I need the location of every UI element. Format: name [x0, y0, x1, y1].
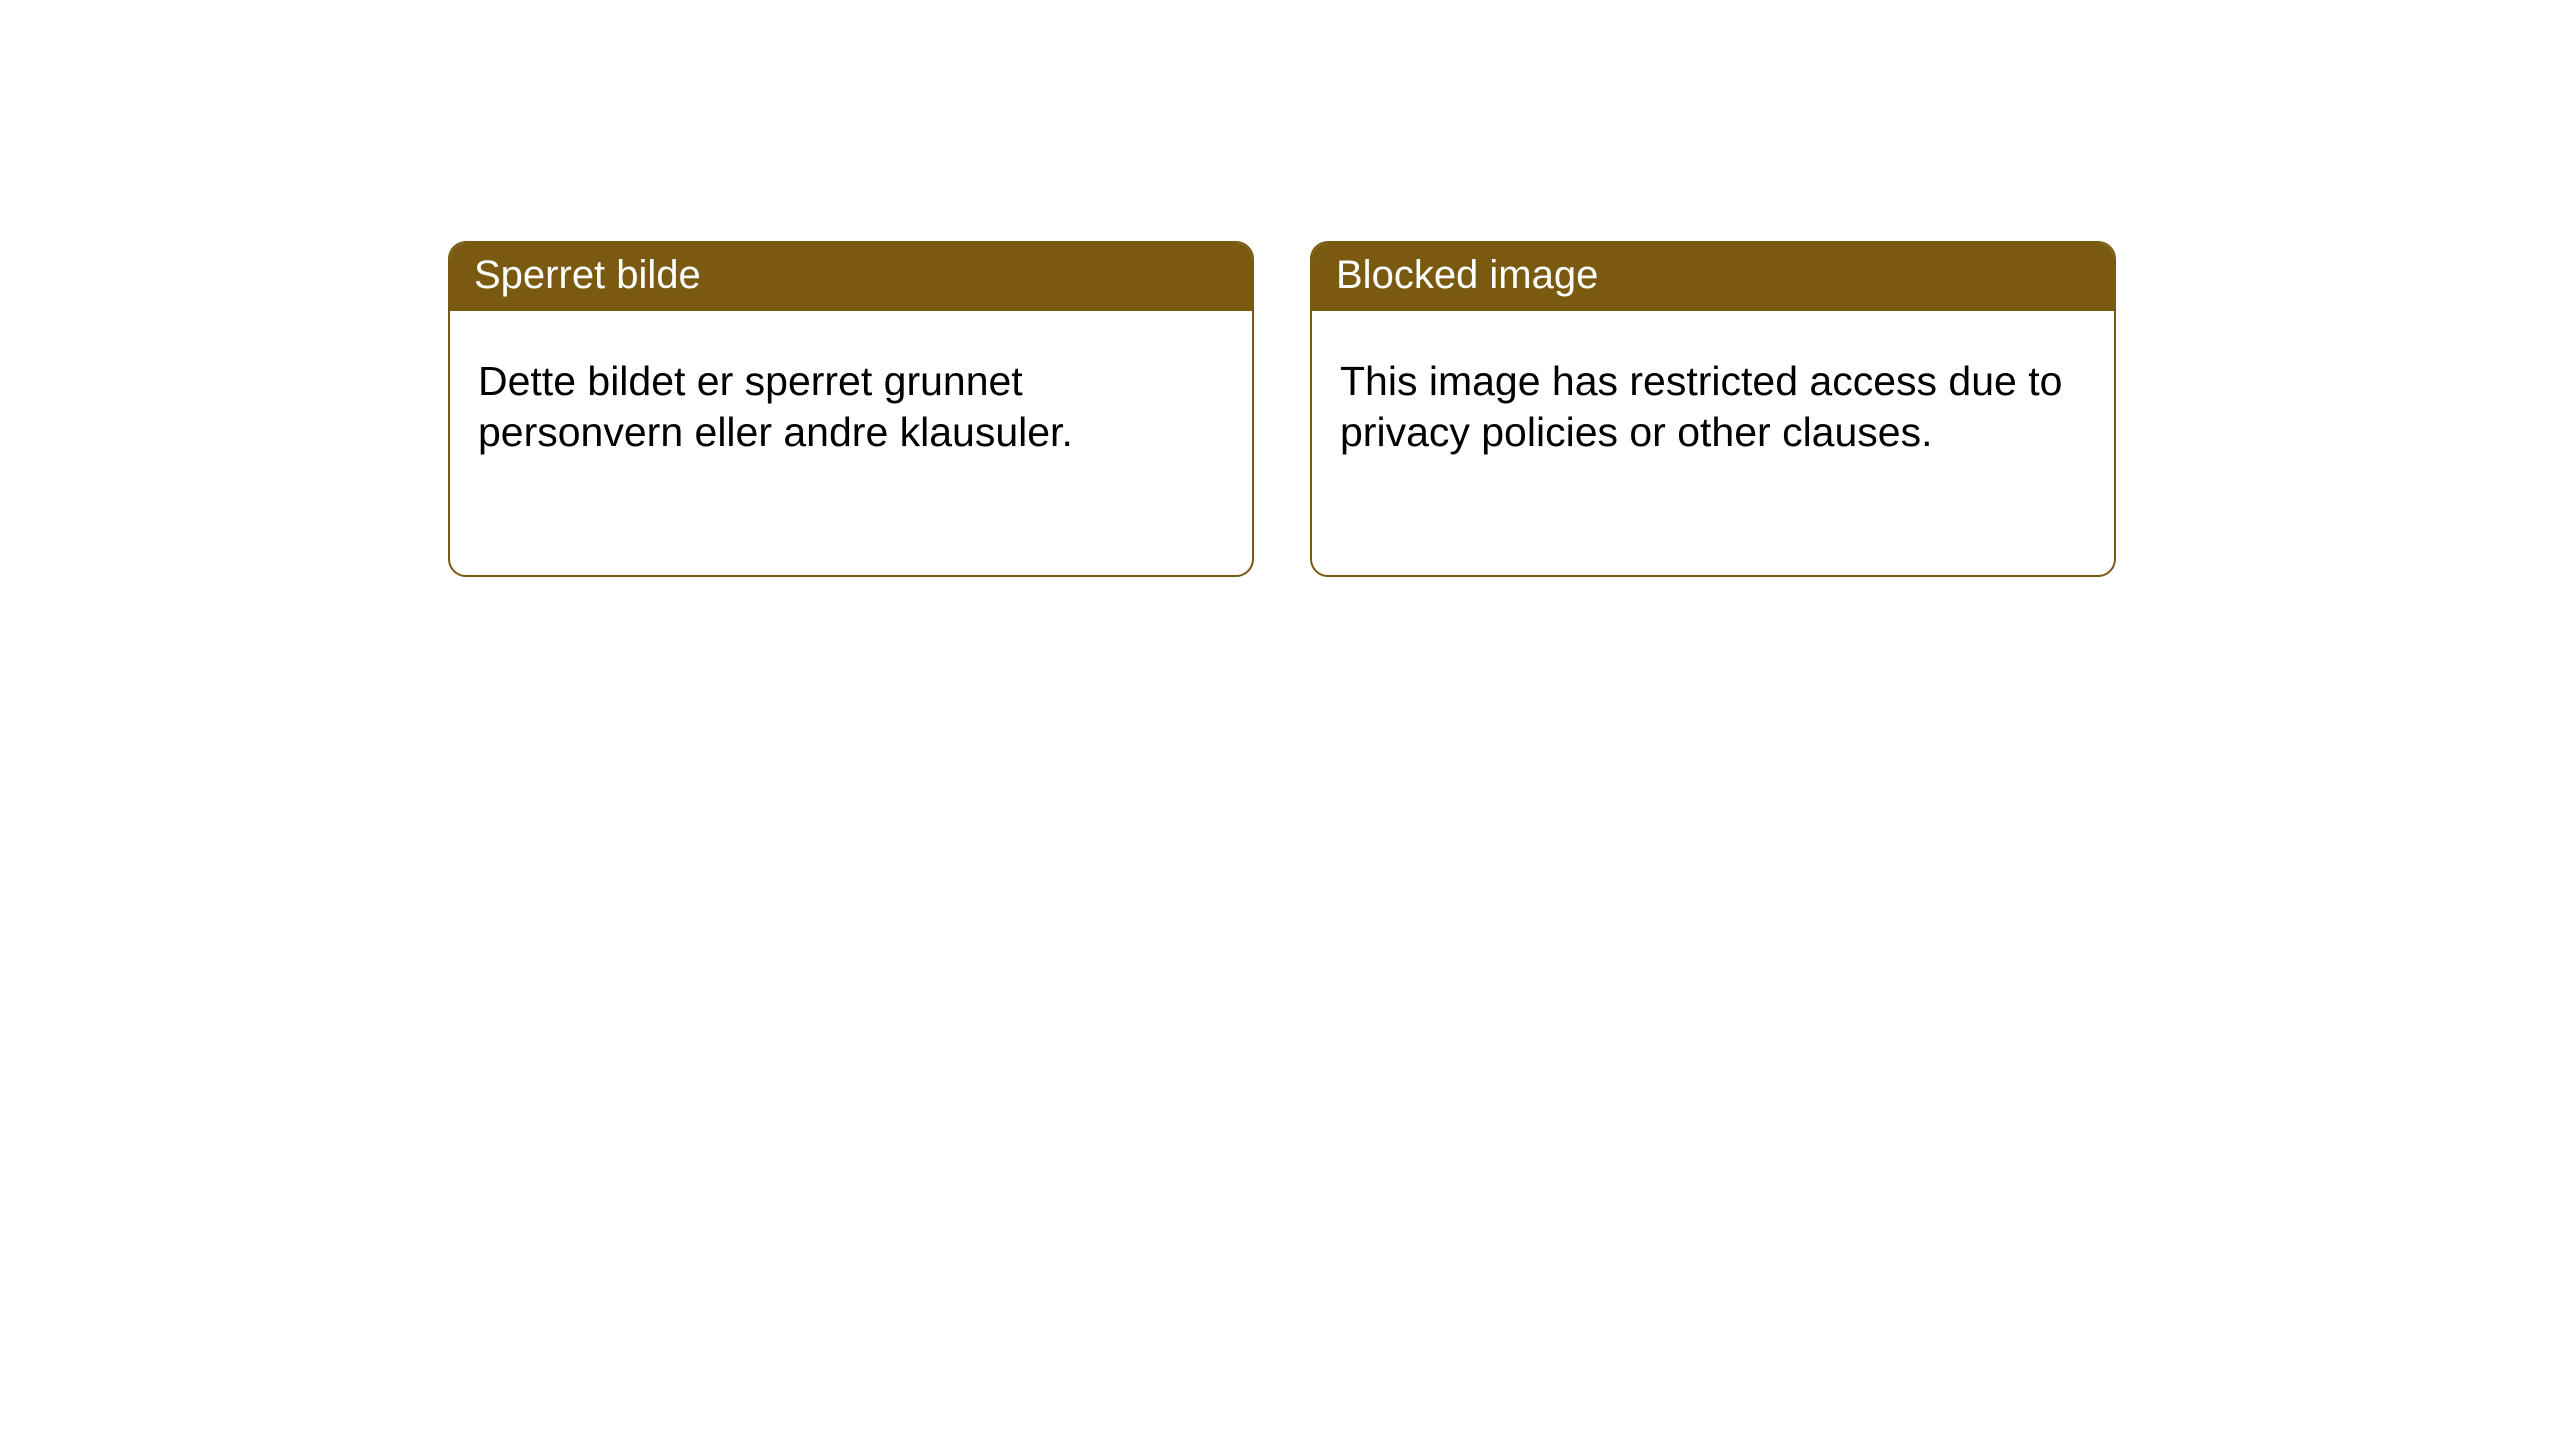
notice-card-english: Blocked image This image has restricted … — [1310, 241, 2116, 577]
notice-header-english: Blocked image — [1312, 243, 2114, 311]
notice-body-norwegian: Dette bildet er sperret grunnet personve… — [450, 311, 1252, 487]
notice-container: Sperret bilde Dette bildet er sperret gr… — [0, 0, 2560, 577]
notice-body-english: This image has restricted access due to … — [1312, 311, 2114, 487]
notice-card-norwegian: Sperret bilde Dette bildet er sperret gr… — [448, 241, 1254, 577]
notice-header-norwegian: Sperret bilde — [450, 243, 1252, 311]
